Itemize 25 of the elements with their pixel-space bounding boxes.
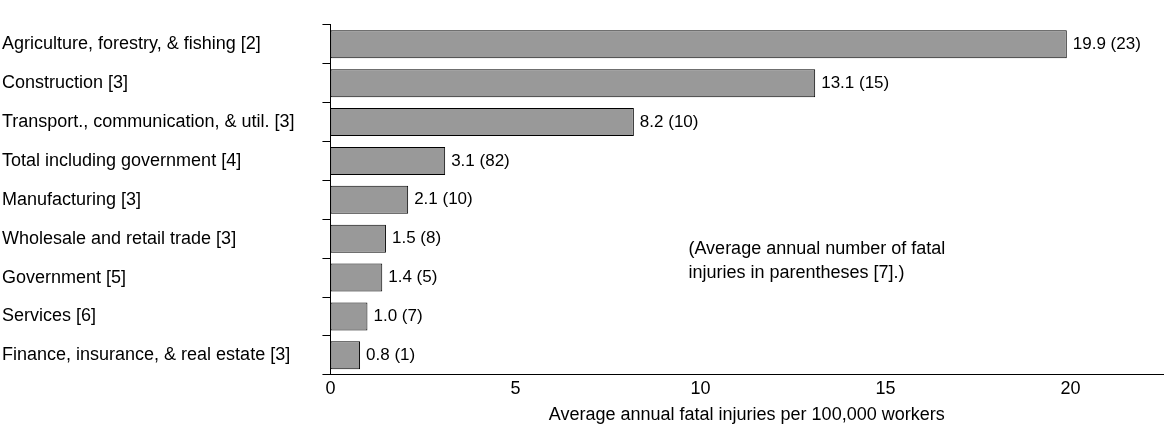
y-tick-label: Services [6] (2, 305, 97, 326)
data-label: 3.1 (82) (451, 150, 510, 170)
y-tick-label: Finance, insurance, & real estate [3] (2, 344, 291, 365)
data-label: 19.9 (23) (1072, 33, 1141, 53)
x-tick-label: 0 (325, 377, 336, 398)
x-tick-label: 20 (1060, 377, 1081, 398)
y-tick-label: Transport., communication, & util. [3] (2, 110, 295, 131)
data-label: 1.4 (5) (388, 267, 438, 287)
y-tick-label: Total including government [4] (2, 149, 242, 170)
data-label: 2.1 (10) (414, 189, 473, 209)
annotation: (Average annual number of fatal injuries in parentheses [7].) (688, 237, 946, 282)
data-label: 1.0 (7) (373, 306, 423, 326)
data-label: 13.1 (15) (821, 72, 890, 92)
y-tick-label: Manufacturing [3] (2, 188, 142, 209)
data-label: 1.5 (8) (391, 228, 442, 248)
x-tick-label: 15 (875, 377, 896, 398)
y-tick-label: Wholesale and retail trade [3] (2, 227, 237, 248)
x-tick-label: 5 (510, 377, 521, 398)
x-tick-label: 10 (690, 377, 711, 398)
x-axis-title: Average annual fatal injuries per 100,000 workers (548, 404, 945, 425)
data-label: 8.2 (10) (639, 111, 699, 131)
y-tick-label: Government [5] (2, 266, 127, 287)
y-tick-label: Construction [3] (2, 72, 129, 93)
y-tick-label: Agriculture, forestry, & fishing [2] (2, 33, 261, 54)
data-label: 0.8 (1) (366, 345, 416, 365)
